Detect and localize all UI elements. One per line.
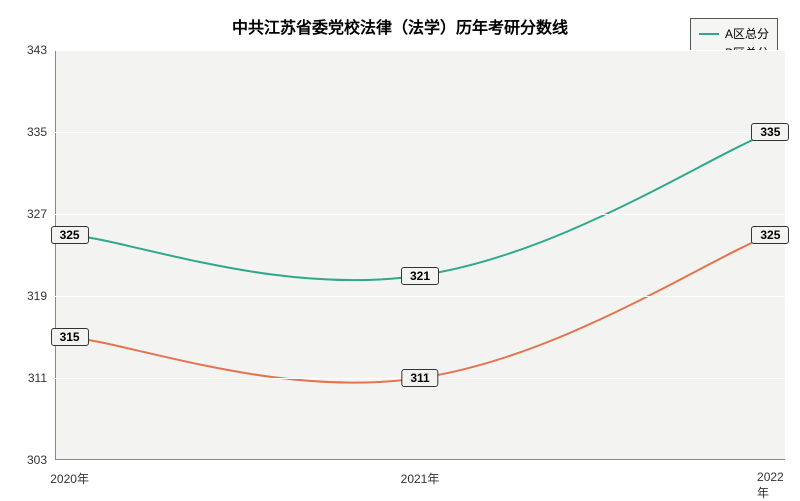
data-label: 325 xyxy=(751,226,789,244)
y-tick-label: 319 xyxy=(27,289,55,303)
y-tick-label: 335 xyxy=(27,125,55,139)
series-line xyxy=(70,132,771,280)
grid-line xyxy=(55,50,785,51)
legend-item: A区总分 xyxy=(699,25,769,42)
grid-line xyxy=(55,132,785,133)
data-label: 325 xyxy=(51,226,89,244)
legend-label: A区总分 xyxy=(725,25,769,42)
grid-line xyxy=(55,214,785,215)
data-label: 311 xyxy=(401,369,438,387)
chart-title: 中共江苏省委党校法律（法学）历年考研分数线 xyxy=(232,14,568,38)
legend-swatch-0 xyxy=(699,33,719,35)
data-label: 315 xyxy=(51,328,89,346)
y-tick-label: 311 xyxy=(28,371,55,385)
plot-area: 3033113193273353432020年2021年2022年3253213… xyxy=(55,50,785,460)
x-tick-label: 2022年 xyxy=(757,460,784,501)
data-label: 335 xyxy=(751,123,789,141)
chart-container: 中共江苏省委党校法律（法学）历年考研分数线 A区总分 B区总分 30331131… xyxy=(0,0,800,500)
y-tick-label: 327 xyxy=(27,207,55,221)
x-tick-label: 2021年 xyxy=(401,460,440,487)
y-tick-label: 343 xyxy=(27,43,55,57)
data-label: 321 xyxy=(401,267,439,285)
x-tick-label: 2020年 xyxy=(50,460,89,487)
grid-line xyxy=(55,296,785,297)
chart-lines-svg xyxy=(55,50,785,460)
